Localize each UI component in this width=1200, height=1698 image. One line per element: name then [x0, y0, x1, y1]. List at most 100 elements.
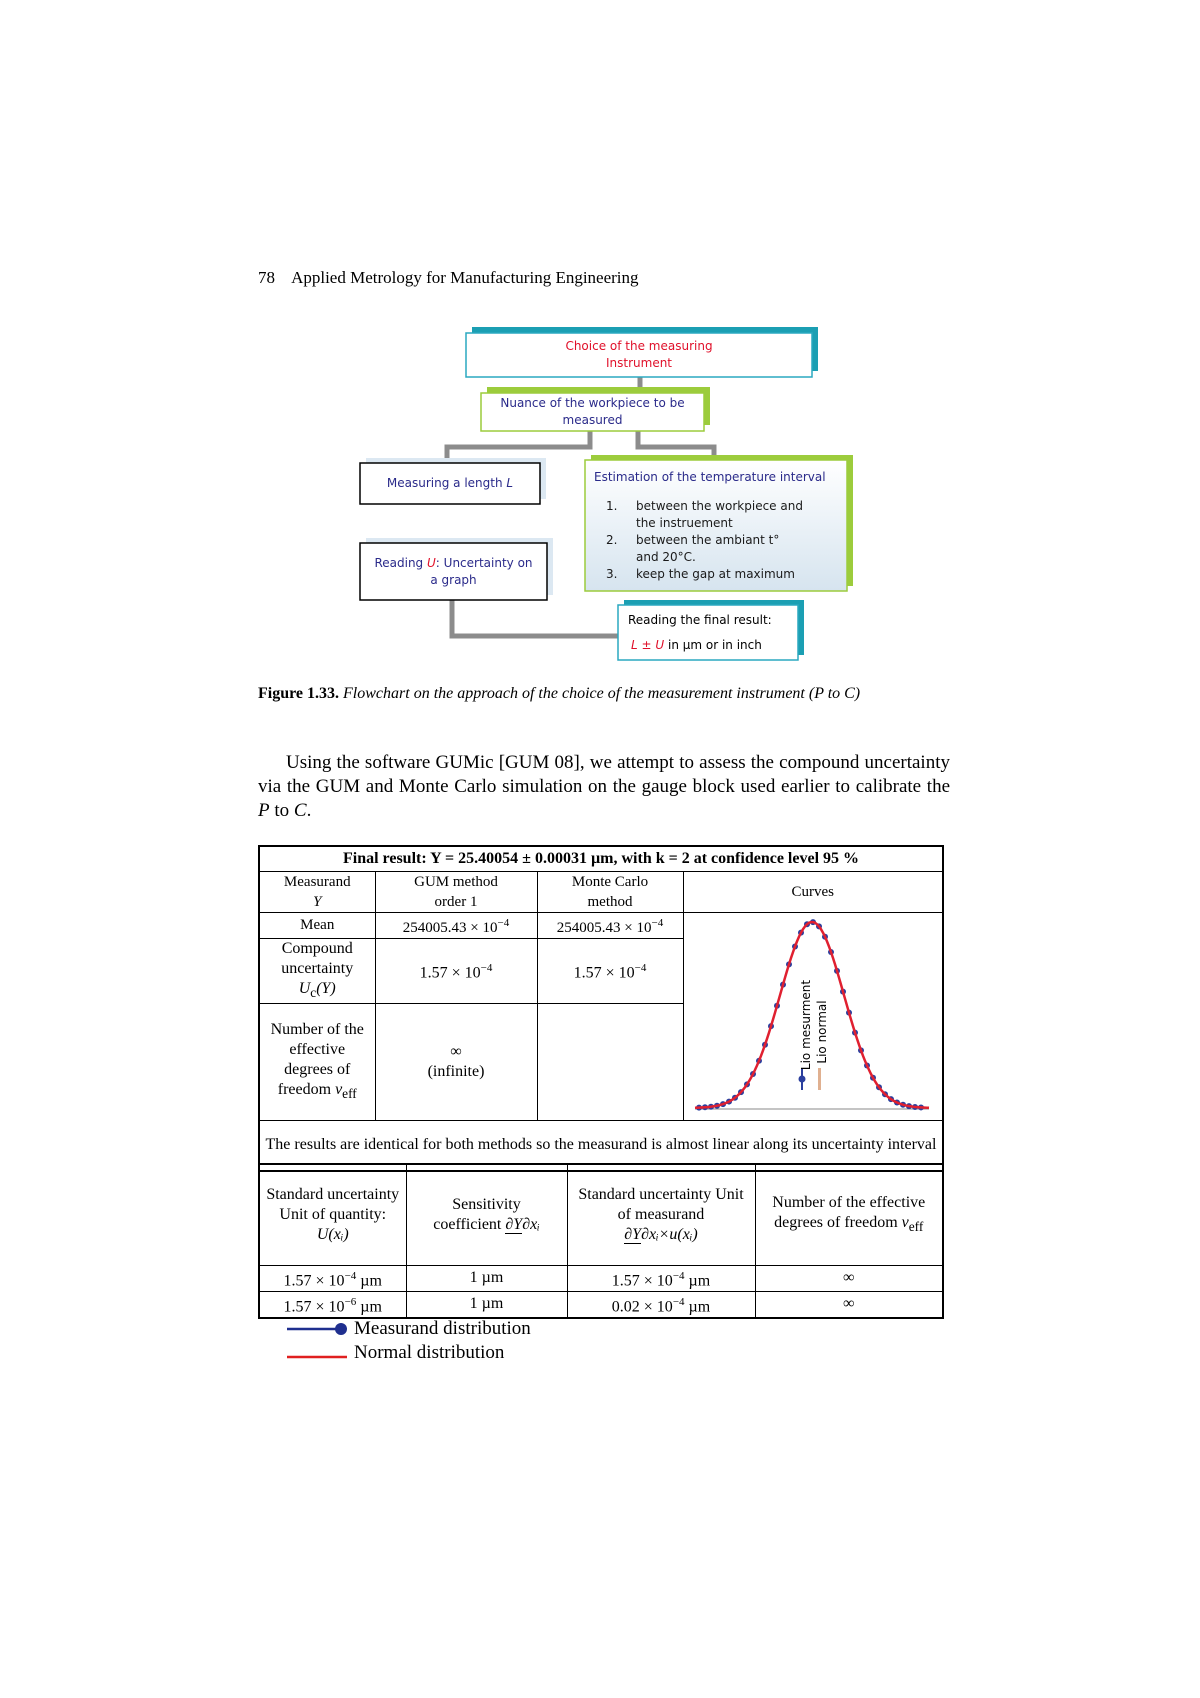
table-title: Final result: Y = 25.40054 ± 0.00031 µm,… — [258, 845, 944, 872]
value: ∞ — [843, 1269, 855, 1287]
header-cell: Standard uncertainty Unit of measurand ∂Y… — [566, 1163, 756, 1266]
node-title: Estimation of the temperature interval — [594, 470, 826, 484]
unit: µm — [688, 1271, 711, 1289]
curve-label-text: Lio normal — [815, 1000, 829, 1064]
curve-label-text: Lio mesurment — [799, 979, 813, 1071]
node-choice: Choice of the measuring Instrument — [466, 338, 812, 372]
running-title: Applied Metrology for Manufacturing Engi… — [291, 268, 639, 287]
node-measuring: Measuring a length L — [360, 475, 540, 492]
unit: µm — [360, 1298, 382, 1316]
table-row: 1.57 × 10−6 µm 1 µm 0.02 × 10−4 µm ∞ — [258, 1290, 944, 1319]
item-text: between the workpiece and the instruemen… — [636, 499, 803, 530]
text: to — [269, 800, 294, 821]
node-text: Nuance of the workpiece to be — [500, 396, 685, 410]
item-number: 2. — [606, 533, 618, 547]
node-text: in µm or in inch — [667, 638, 762, 652]
box — [480, 392, 705, 432]
row-label: Number of the effective degrees of freed… — [258, 1002, 376, 1121]
text: C — [293, 800, 307, 821]
item-text: between the ambiant t° and 20°C. — [636, 533, 780, 564]
results-table: Final result: Y = 25.40054 ± 0.00031 µm,… — [258, 845, 944, 1173]
exponent: −4 — [634, 961, 647, 974]
page-header: 78 Applied Metrology for Manufacturing E… — [258, 268, 639, 288]
mantissa: 1.57 × 10 — [283, 1298, 345, 1316]
header-text: Measurand — [283, 873, 351, 890]
symbol: eff — [342, 1085, 357, 1101]
value: ∞ — [843, 1295, 855, 1313]
symbol: c — [310, 984, 317, 1000]
header-cell: Measurand Y — [258, 870, 376, 913]
node-text: Choice of the measuring — [565, 339, 713, 353]
header-text: Standard uncertainty Unit of measurand — [578, 1185, 744, 1223]
symbol: U(xᵢ) — [316, 1225, 349, 1243]
header-cell: Standard uncertainty Unit of quantity: U(… — [258, 1163, 407, 1266]
exponent: −4 — [651, 916, 664, 929]
figure-caption: Figure 1.33. Flowchart on the approach o… — [258, 685, 958, 703]
item-number: 1. — [606, 499, 618, 513]
text: Using the software GUMic [GUM 08], we at… — [258, 752, 950, 797]
item: 1. between the workpiece and the instruem… — [594, 498, 844, 532]
cell — [536, 1002, 684, 1121]
header-text: Sensitivity — [452, 1195, 521, 1213]
row-label: Mean — [258, 911, 376, 939]
cell: 1.57 × 10−6 µm — [258, 1290, 407, 1319]
cell: 1.57 × 10−4 — [536, 937, 684, 1004]
box — [617, 604, 799, 661]
text: P — [258, 800, 270, 821]
cell: 254005.43 × 10−4 — [374, 911, 538, 939]
cell: ∞ — [754, 1290, 944, 1319]
cell: ∞ — [754, 1264, 944, 1292]
item-number: 3. — [606, 567, 618, 581]
header-text: method — [587, 893, 633, 910]
exponent: −6 — [344, 1295, 357, 1308]
node-text: Instrument — [605, 356, 673, 370]
cell: 1 µm — [405, 1290, 568, 1319]
node-estimation: Estimation of the temperature interval 1… — [594, 469, 844, 583]
mantissa: 254005.43 × 10 — [556, 919, 652, 936]
denominator: ∂xᵢ — [522, 1215, 540, 1233]
curve-cell — [682, 911, 944, 1121]
cell: 1 µm — [405, 1264, 568, 1292]
unit: µm — [360, 1271, 382, 1289]
connector — [449, 600, 618, 639]
item-list: 1. between the workpiece and the instruem… — [594, 498, 844, 583]
symbol: ν — [335, 1080, 343, 1098]
header-cell: Sensitivity coefficient ∂Y∂xᵢ — [405, 1163, 568, 1266]
cell: 0.02 × 10−4 µm — [566, 1290, 756, 1319]
box — [465, 332, 813, 378]
note: (infinite) — [427, 1062, 485, 1080]
symbol: (Y) — [316, 979, 336, 997]
row-label: Compound uncertainty Uc(Y) — [258, 937, 376, 1004]
legend-marker — [335, 1323, 347, 1335]
header-cell: Monte Carlo method — [536, 870, 684, 913]
caption-label: Figure 1.33. — [258, 685, 340, 702]
item: 2. between the ambiant t° and 20°C. — [594, 532, 844, 566]
box — [359, 462, 541, 505]
exponent: −4 — [344, 1269, 357, 1282]
legend-label: Measurand distribution — [354, 1318, 531, 1339]
label-text: Compound uncertainty — [281, 939, 354, 977]
header-text: order 1 — [434, 893, 478, 910]
node-text: : Uncertainty on a graph — [430, 556, 533, 587]
node-text: Reading — [374, 556, 424, 570]
node-title: Reading the final result: — [628, 613, 772, 627]
value: 1 µm — [469, 1295, 504, 1313]
paragraph: Using the software GUMic [GUM 08], we at… — [258, 751, 950, 823]
header-cell: Number of the effective degrees of freed… — [754, 1163, 944, 1266]
exponent: −4 — [672, 1269, 685, 1282]
cell: 1.57 × 10−4 µm — [566, 1264, 756, 1292]
numerator: ∂Y — [505, 1215, 523, 1234]
exponent: −4 — [672, 1295, 685, 1308]
caption-text: Flowchart on the approach of the choice … — [343, 685, 861, 702]
box — [584, 459, 848, 592]
symbol: U — [427, 556, 436, 570]
header-text: Y — [313, 893, 322, 910]
denominator: ∂xᵢ — [641, 1225, 659, 1243]
table-row: 1.57 × 10−4 µm 1 µm 1.57 × 10−4 µm ∞ — [258, 1264, 944, 1292]
symbol: eff — [908, 1218, 924, 1234]
cell: 254005.43 × 10−4 — [536, 911, 684, 939]
header-cell: GUM method order 1 — [374, 870, 538, 913]
connector — [635, 430, 717, 460]
header-text: Number of the effective degrees of freed… — [772, 1193, 926, 1231]
